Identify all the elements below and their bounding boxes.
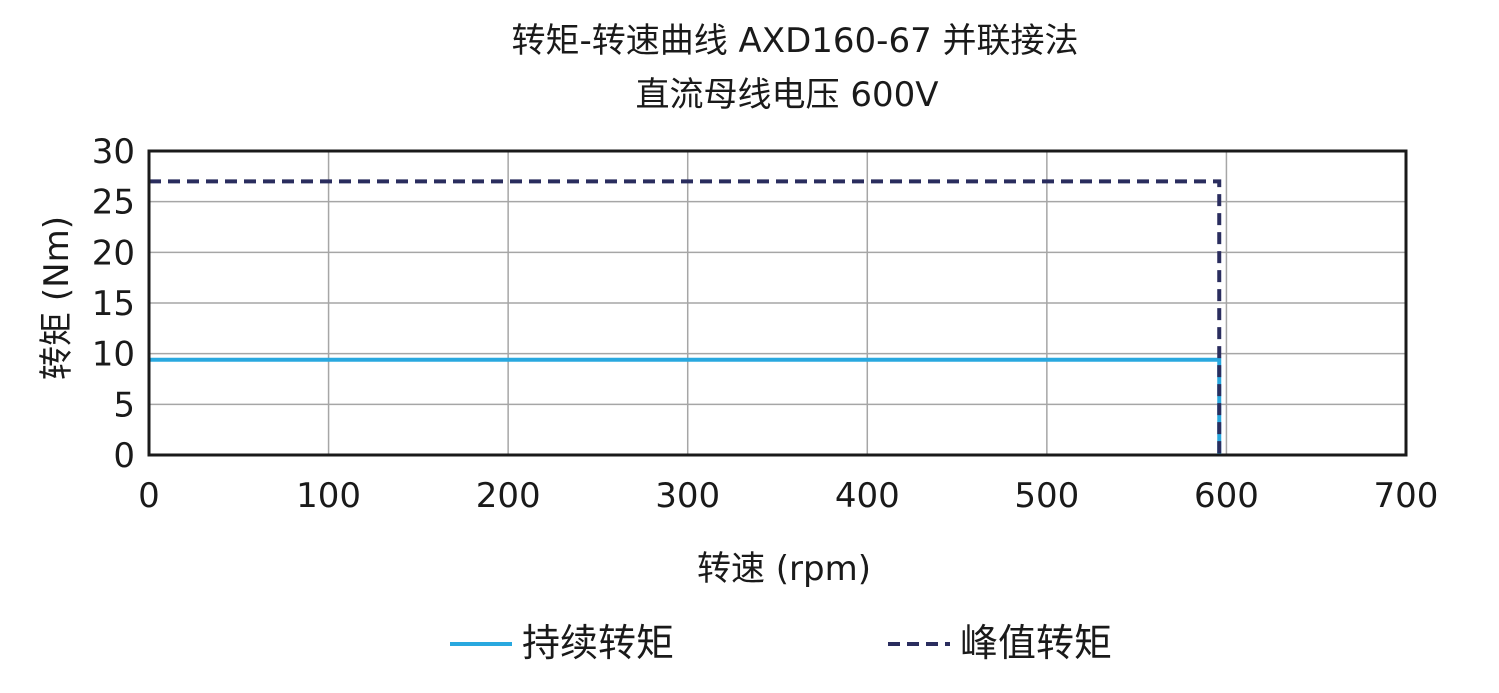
y-tick-label-6: 30 (92, 132, 135, 172)
legend-label-0: 持续转矩 (522, 621, 674, 665)
legend-label-1: 峰值转矩 (960, 621, 1112, 665)
x-tick-label-2: 200 (476, 476, 541, 516)
x-axis-label: 转速 (rpm) (697, 549, 871, 589)
y-tick-label-2: 10 (92, 335, 135, 375)
plot-frame (147, 149, 1408, 457)
y-tick-labels: 0 5 10 15 20 25 30 (92, 132, 135, 476)
x-tick-label-6: 600 (1194, 476, 1259, 516)
x-tick-label-4: 400 (835, 476, 900, 516)
chart-subtitle: 直流母线电压 600V (636, 75, 939, 115)
grid-lines (148, 150, 1407, 456)
y-tick-label-4: 20 (92, 233, 135, 273)
x-tick-label-7: 700 (1374, 476, 1439, 516)
y-tick-label-0: 0 (113, 436, 135, 476)
series-line-0 (149, 357, 1222, 455)
y-tick-label-3: 15 (92, 284, 135, 324)
series-line-1 (149, 179, 1222, 455)
y-tick-label-1: 5 (113, 385, 135, 425)
y-axis-label: 转矩 (Nm) (37, 216, 77, 380)
x-tick-label-5: 500 (1014, 476, 1079, 516)
x-tick-label-3: 300 (655, 476, 720, 516)
x-tick-label-1: 100 (296, 476, 361, 516)
legend: 持续转矩 峰值转矩 (450, 621, 1112, 665)
x-tick-label-0: 0 (138, 476, 160, 516)
series-layer (149, 179, 1222, 455)
chart-title: 转矩-转速曲线 AXD160-67 并联接法 (511, 21, 1078, 61)
y-tick-label-5: 25 (92, 183, 135, 223)
x-tick-labels: 0 100 200 300 400 500 600 700 (138, 476, 1438, 516)
